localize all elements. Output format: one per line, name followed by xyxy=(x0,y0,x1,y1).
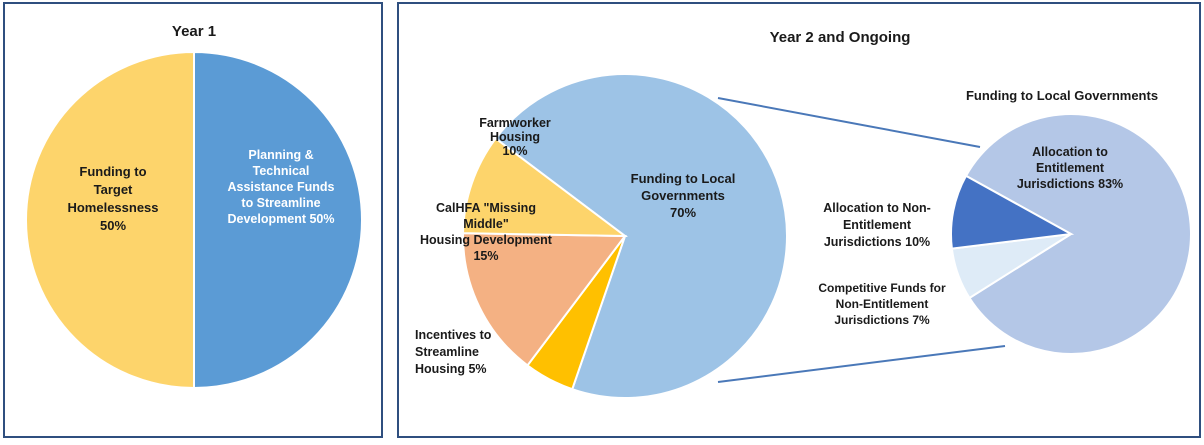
year2-pie xyxy=(462,73,788,399)
year1-slice-0-label-line: Development 50% xyxy=(228,212,335,226)
year1-slice-1-label-line: Funding to xyxy=(79,164,146,179)
year1-slice-1-label: Funding to Target Homelessness 50% xyxy=(67,164,158,233)
year1-slice-0-label-line: Assistance Funds xyxy=(228,180,335,194)
year1-title: Year 1 xyxy=(172,23,216,40)
local-gov-slice-2-label-line: Allocation to Non- xyxy=(823,201,931,215)
year2-slice-2-label: CalHFA "Missing Middle" Housing Developmen… xyxy=(420,201,553,263)
year2-title: Year 2 and Ongoing xyxy=(770,29,911,46)
year1-slice-0-label-line: to Streamline xyxy=(241,196,320,210)
year1-slice-0-label-line: Technical xyxy=(253,164,310,178)
year2-slice-1-label: Incentives to Streamline Housing 5% xyxy=(415,328,492,376)
year2-slice-0-label: Funding to Local Governments 70% xyxy=(631,171,736,220)
year2-slice-2-label-line: Housing Development xyxy=(420,233,553,247)
local-gov-pie xyxy=(950,113,1192,355)
year2-slice-3-label-line: 10% xyxy=(502,144,527,158)
local-gov-title: Funding to Local Governments xyxy=(966,88,1158,103)
local-gov-slice-0-label-line: Allocation to xyxy=(1032,145,1108,159)
year1-slice-1 xyxy=(25,50,195,390)
year1-slice-0-label: Planning & Technical Assistance Funds to St… xyxy=(228,148,335,226)
local-gov-slice-2 xyxy=(950,174,1075,250)
connector-bottom xyxy=(717,345,1006,383)
year1-slice-1-label-line: 50% xyxy=(100,218,126,233)
year2-slice-2 xyxy=(462,232,627,367)
breakout-connectors xyxy=(717,97,1006,383)
local-gov-slice-0-label-line: Jurisdictions 83% xyxy=(1017,177,1123,191)
year1-slice-1-label-line: Target xyxy=(94,182,133,197)
local-gov-slice-1-label-line: Non-Entitlement xyxy=(836,297,929,311)
connector-top xyxy=(717,97,981,148)
year1-slice-0 xyxy=(193,50,363,390)
local-gov-slice-0-label: Allocation to Entitlement Jurisdictions 83… xyxy=(1017,145,1123,191)
local-gov-slice-2-label-line: Entitlement xyxy=(843,218,912,232)
year2-slice-3 xyxy=(462,137,629,238)
year2-slice-3-label-line: Housing xyxy=(490,130,540,144)
year2-slice-3-label-line: Farmworker xyxy=(479,116,551,130)
local-gov-slice-1-label: Competitive Funds for Non-Entitlement Juri… xyxy=(818,281,946,327)
year1-pie xyxy=(25,50,363,390)
year2-slice-0-label-line: 70% xyxy=(670,205,696,220)
year2-slice-0-label-line: Funding to Local xyxy=(631,171,736,186)
year2-slice-2-label-line: CalHFA "Missing xyxy=(436,201,536,215)
year2-slice-2-label-line: Middle" xyxy=(463,217,509,231)
year1-slice-1-label-line: Homelessness xyxy=(67,200,158,215)
local-gov-slice-1-label-line: Competitive Funds for xyxy=(818,281,946,295)
year1-slice-0-label-line: Planning & xyxy=(248,148,313,162)
year2-slice-3-label: Farmworker Housing 10% xyxy=(479,116,551,158)
year2-slice-0 xyxy=(494,73,788,399)
slice-labels: Planning & Technical Assistance Funds to St… xyxy=(67,116,1123,376)
year2-slice-1-label-line: Housing 5% xyxy=(415,362,487,376)
year2-slice-1-label-line: Incentives to xyxy=(415,328,492,342)
local-gov-slice-0 xyxy=(964,113,1192,355)
local-gov-slice-1-label-line: Jurisdictions 7% xyxy=(834,313,930,327)
local-gov-slice-2-label: Allocation to Non- Entitlement Jurisdictio… xyxy=(823,201,931,249)
year2-slice-0-label-line: Governments xyxy=(641,188,725,203)
local-gov-slice-2-label-line: Jurisdictions 10% xyxy=(824,235,930,249)
year2-slice-1-label-line: Streamline xyxy=(415,345,479,359)
year2-slice-2-label-line: 15% xyxy=(473,249,498,263)
local-gov-slice-0-label-line: Entitlement xyxy=(1036,161,1105,175)
